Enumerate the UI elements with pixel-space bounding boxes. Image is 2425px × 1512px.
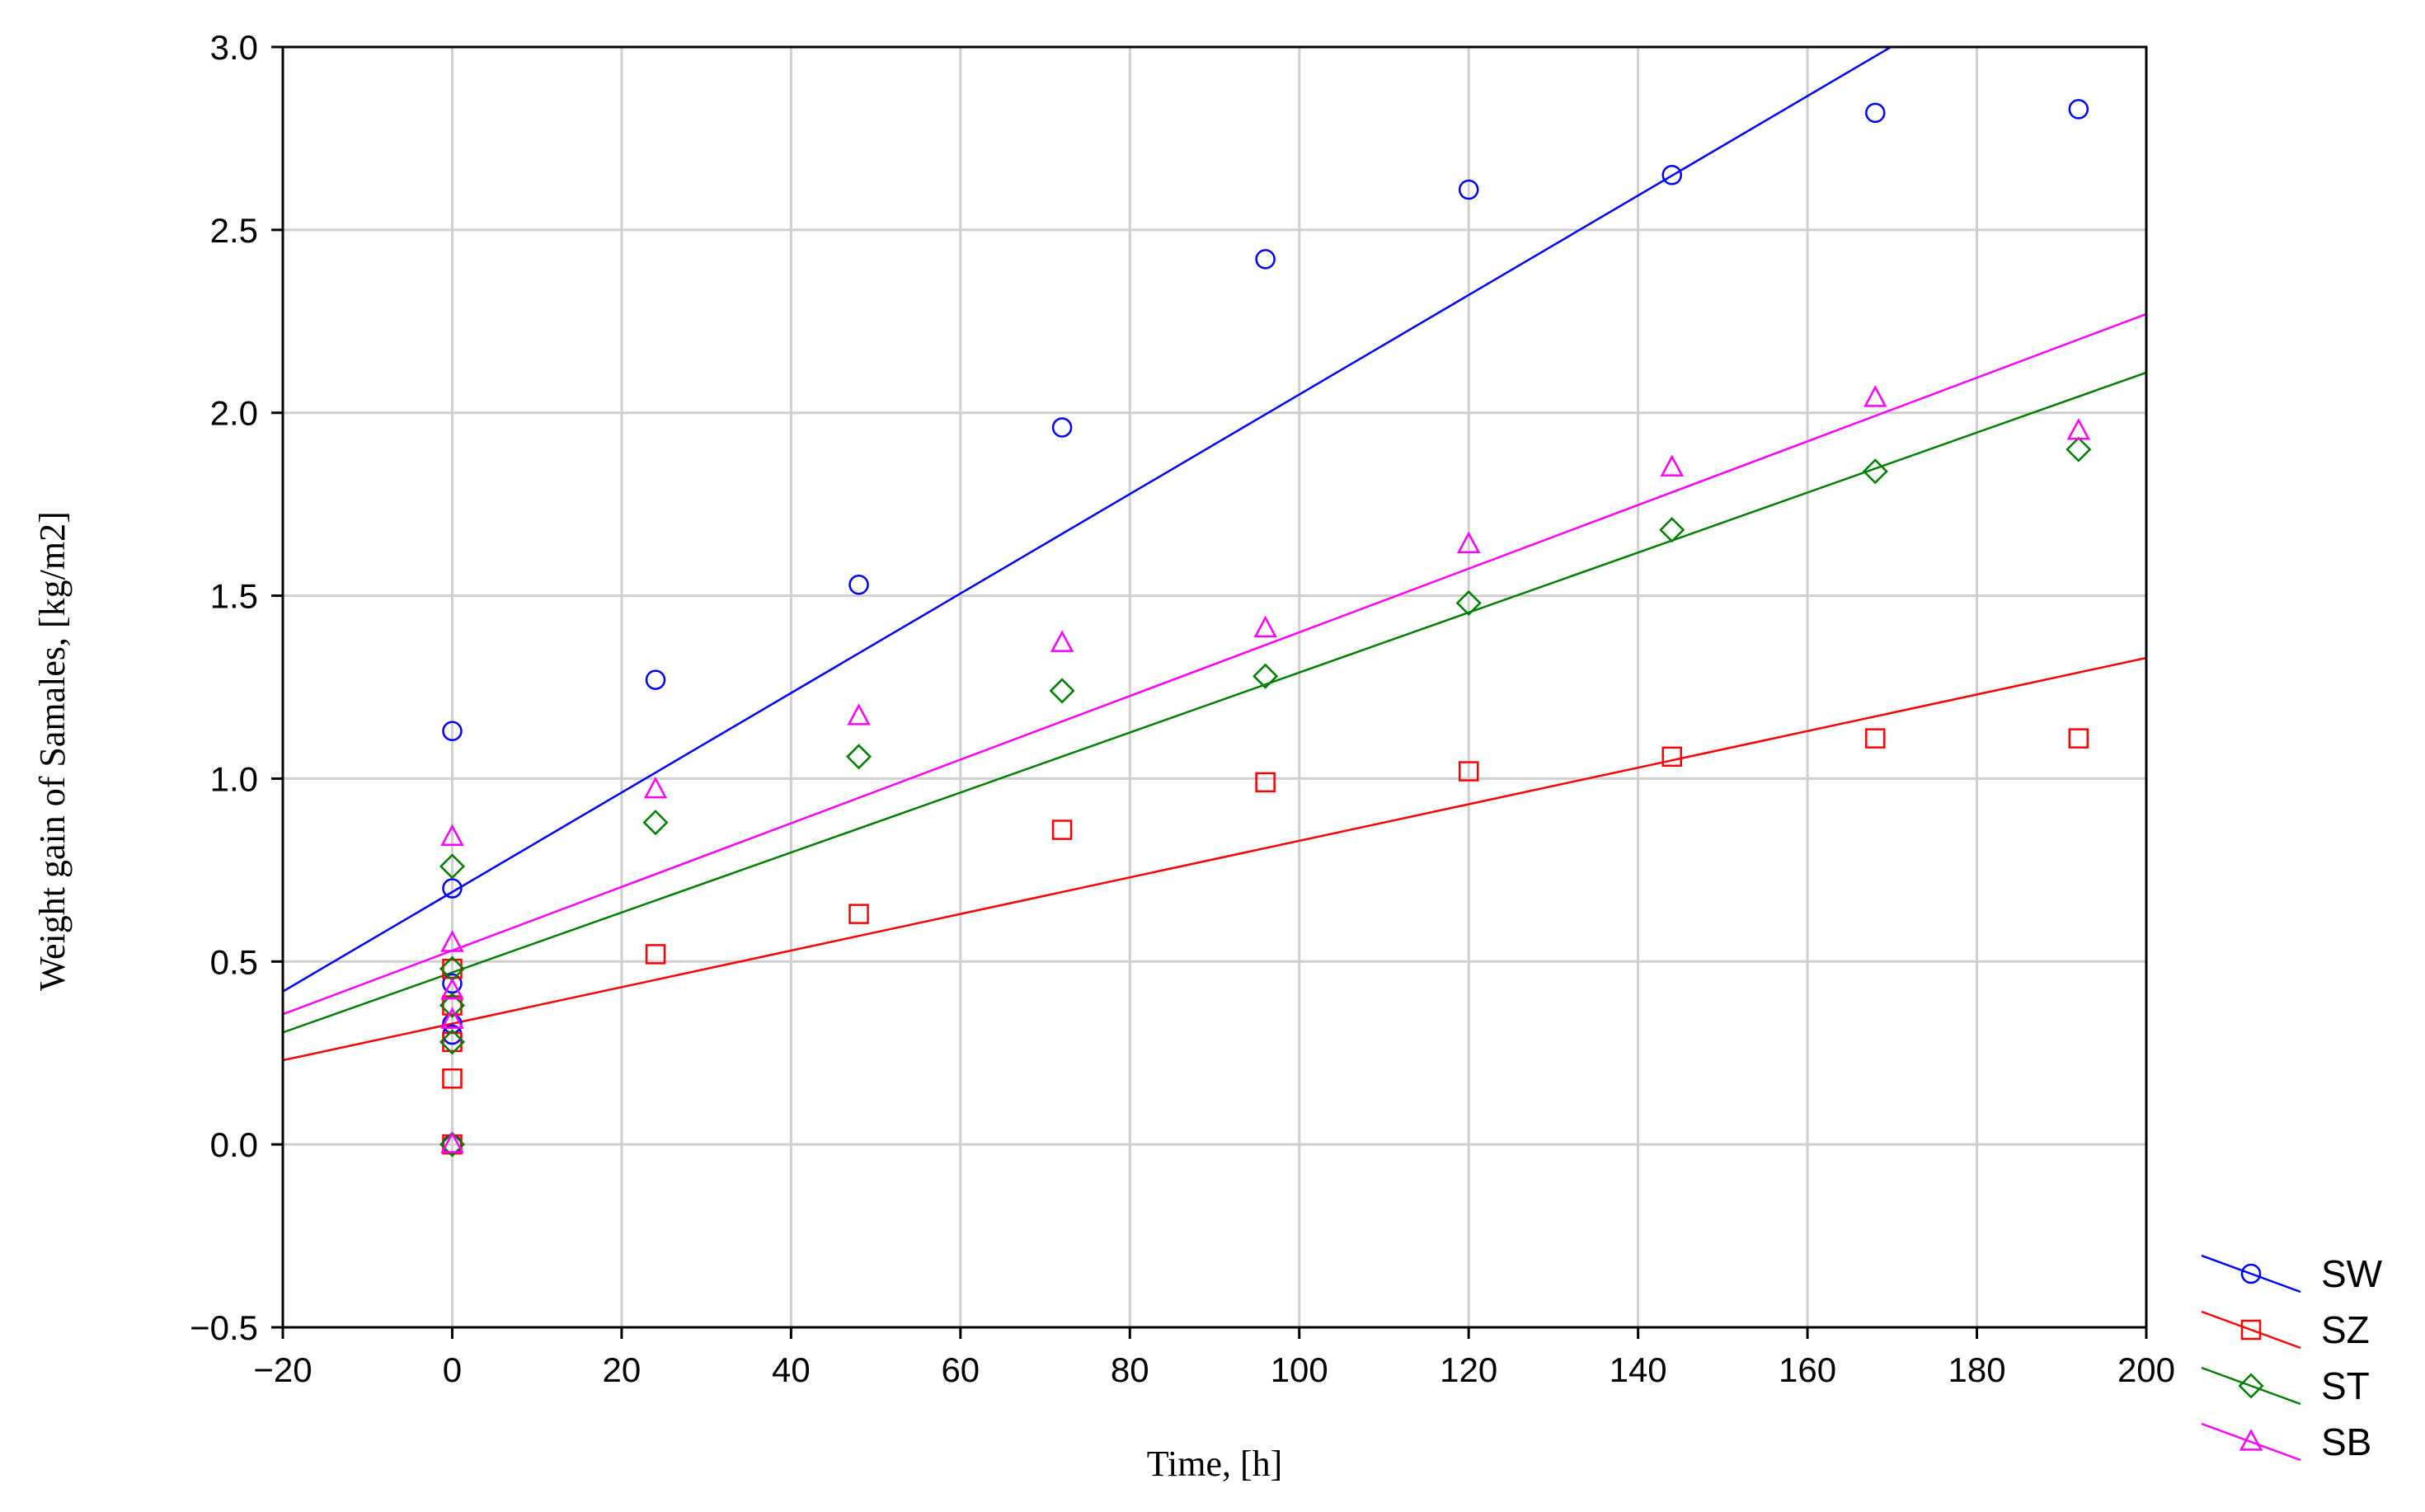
legend-label-st: ST — [2321, 1364, 2370, 1407]
data-point-sb — [2066, 418, 2091, 440]
legend-label-sb: SB — [2321, 1420, 2371, 1463]
data-point-sz — [442, 995, 463, 1016]
data-point-st — [642, 810, 669, 836]
data-point-st — [439, 853, 465, 880]
data-point-st — [2065, 436, 2092, 463]
x-tick-label: 20 — [603, 1350, 641, 1389]
y-tick-label: 2.5 — [210, 211, 258, 250]
y-tick-label: 1.5 — [210, 577, 258, 616]
fit-lines — [282, 45, 2147, 1062]
data-point-st — [846, 744, 872, 770]
plot-frame — [281, 45, 2148, 1329]
x-tick-label: 200 — [2117, 1350, 2175, 1389]
legend-marker-sb — [2239, 1429, 2263, 1451]
legend-line-st — [2201, 1366, 2301, 1406]
fit-line-sb — [282, 312, 2147, 1016]
data-point-sb — [1660, 454, 1684, 477]
x-tick-label: 180 — [1948, 1350, 2006, 1389]
data-point-sw — [1051, 417, 1073, 438]
data-point-sz — [2068, 728, 2089, 749]
data-point-sz — [1051, 819, 1073, 840]
x-tick-label: −20 — [253, 1350, 312, 1389]
data-point-sw — [1255, 249, 1276, 270]
data-point-st — [1252, 663, 1279, 689]
data-point-sw — [2068, 99, 2089, 120]
data-point-sz — [442, 1068, 463, 1089]
legend-label-sz: SZ — [2321, 1308, 2370, 1351]
data-point-sb — [1050, 630, 1074, 652]
fit-line-sw — [282, 45, 1892, 993]
data-point-sz — [848, 904, 869, 924]
data-point-st — [439, 993, 465, 1019]
x-tick-label: 160 — [1779, 1350, 1836, 1389]
data-point-sz — [1458, 761, 1479, 782]
data-point-sw — [848, 575, 869, 595]
data-point-sz — [1255, 772, 1276, 793]
data-point-sw — [645, 669, 666, 690]
y-tick-label: 0.0 — [210, 1125, 258, 1164]
data-point-sz — [645, 944, 666, 965]
legend-line-sz — [2201, 1310, 2301, 1350]
data-point-sb — [440, 824, 464, 847]
data-point-sz — [442, 1031, 463, 1053]
data-point-sz — [1661, 746, 1682, 768]
y-tick-label: 2.0 — [210, 394, 258, 433]
data-point-sz — [1865, 728, 1886, 749]
data-points — [439, 99, 2092, 1157]
legend-line-sw — [2201, 1254, 2301, 1294]
x-tick-label: 140 — [1610, 1350, 1667, 1389]
fit-line-sz — [282, 656, 2147, 1062]
data-point-sb — [1863, 385, 1887, 407]
x-axis-title: Time, [h] — [1147, 1444, 1283, 1484]
legend-label-sw: SW — [2321, 1252, 2383, 1295]
data-point-st — [1455, 589, 1482, 616]
data-point-sw — [1661, 165, 1682, 185]
data-point-st — [1862, 458, 1888, 485]
data-point-st — [439, 1029, 465, 1055]
legend: SW SZ ST SB — [2201, 1252, 2383, 1463]
y-tick-label: 3.0 — [210, 28, 258, 67]
data-point-sw — [1458, 179, 1479, 200]
legend-line-sb — [2201, 1422, 2301, 1462]
data-point-sw — [442, 973, 463, 994]
y-tick-label: −0.5 — [190, 1308, 258, 1347]
legend-marker-sw — [2240, 1263, 2262, 1284]
data-point-sb — [1253, 615, 1277, 638]
data-point-sw — [442, 878, 463, 899]
x-tick-label: 40 — [772, 1350, 811, 1389]
grid — [281, 45, 2148, 1329]
x-tick-label: 60 — [941, 1350, 980, 1389]
x-tick-label: 0 — [443, 1350, 462, 1389]
data-point-st — [439, 1131, 465, 1157]
data-point-st — [1659, 517, 1685, 543]
x-tick-label: 80 — [1111, 1350, 1149, 1389]
data-point-sw — [1865, 102, 1886, 124]
axis-ticks: −20 0 20 40 60 80 100 120 140 160 180 200 −0.5 0.0 0.5… — [190, 28, 2175, 1389]
y-axis-title: Weight gain of Samales, [kg/m2] — [32, 511, 73, 991]
data-point-sw — [442, 721, 463, 741]
data-point-sb — [440, 1007, 464, 1029]
y-tick-label: 1.0 — [210, 759, 258, 798]
data-point-sb — [440, 1131, 464, 1153]
y-tick-label: 0.5 — [210, 942, 258, 981]
x-tick-label: 120 — [1440, 1350, 1497, 1389]
data-point-sb — [847, 703, 871, 725]
data-point-sb — [440, 977, 464, 1000]
data-point-st — [1049, 678, 1075, 704]
x-tick-label: 100 — [1271, 1350, 1328, 1389]
legend-marker-st — [2238, 1373, 2264, 1399]
data-point-sb — [1456, 531, 1481, 554]
data-point-sb — [643, 776, 668, 799]
legend-marker-sz — [2240, 1319, 2262, 1341]
data-point-sb — [440, 930, 464, 952]
fit-line-st — [282, 371, 2147, 1034]
